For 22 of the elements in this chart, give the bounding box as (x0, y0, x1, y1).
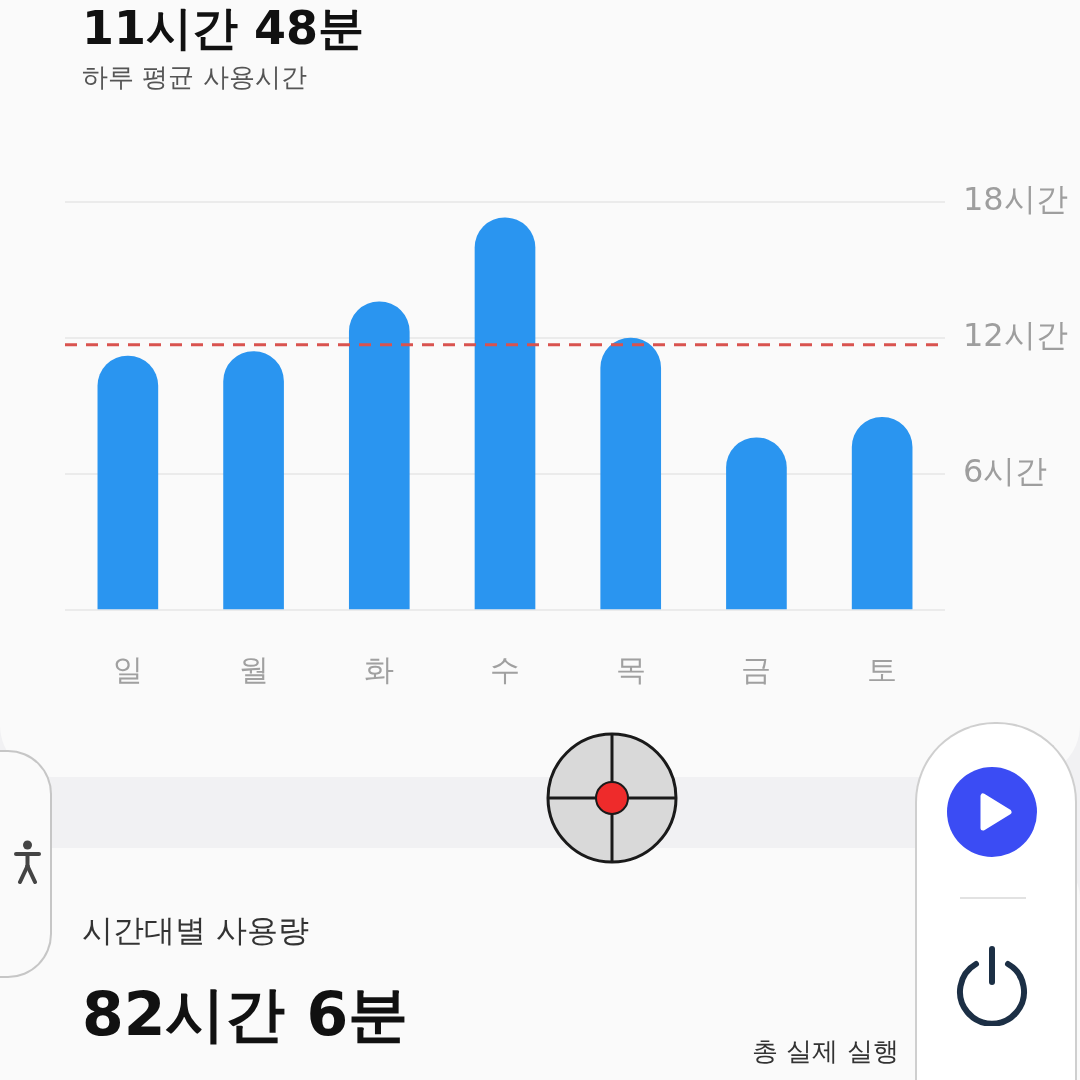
bar (474, 217, 536, 610)
x-tick-label: 화 (364, 651, 395, 687)
text: 총 실제 실행 (752, 1036, 899, 1068)
y-tick-label: 12시간 (963, 316, 1068, 355)
bar (851, 417, 913, 610)
bar (348, 301, 410, 610)
x-tick-label: 월 (238, 651, 269, 687)
text: 82시간 6분 (82, 978, 409, 1050)
chart-subtitle: 하루 평균 사용시간 (82, 62, 307, 94)
x-tick-label: 수 (490, 651, 520, 687)
y-tick-label: 6시간 (963, 452, 1048, 491)
bar (726, 437, 787, 610)
x-tick-label: 일 (112, 651, 143, 687)
bar (223, 351, 284, 610)
bar (600, 337, 662, 610)
y-tick-label: 18시간 (963, 180, 1068, 219)
chart-title: 11시간 48분 (82, 1, 365, 55)
x-tick-label: 금 (741, 651, 772, 687)
text: 시간대별 사용량 (82, 912, 309, 950)
x-tick-label: 목 (615, 651, 646, 687)
bar (97, 355, 159, 610)
x-tick-label: 토 (867, 651, 898, 687)
